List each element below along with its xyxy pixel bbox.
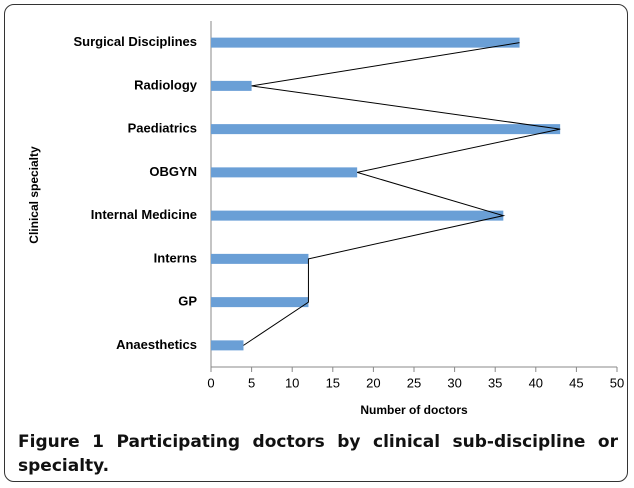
caption-text: Participating doctors by clinical sub-di… [18,432,619,476]
y-tick-label: Paediatrics [128,121,197,136]
y-tick-label: Anaesthetics [116,337,197,352]
x-axis-title: Number of doctors [360,403,468,417]
y-tick-label: GP [178,294,197,309]
connector-line [243,42,561,346]
y-tick-label: Interns [154,250,197,265]
bar [211,210,504,221]
x-tick-label: 50 [610,375,624,390]
caption: Figure 1 Participating doctors by clinic… [18,430,618,478]
chart: Clinical specialty Number of doctors 0 5 1… [27,21,624,417]
x-tick-label: 5 [248,375,255,390]
x-tick-label: 0 [207,375,214,390]
bar [211,37,520,48]
bar [211,297,309,308]
x-tick-label: 40 [529,375,543,390]
bar [211,167,358,178]
y-tick-label: Internal Medicine [91,207,197,222]
x-tick-label: 45 [569,375,583,390]
y-tick-label: Surgical Disciplines [73,34,197,49]
frame [4,4,628,482]
y-tick-label: Radiology [134,77,198,92]
x-tick-label: 15 [326,375,340,390]
caption-label: Figure 1 [18,432,104,452]
x-tick-label: 35 [488,375,502,390]
bar [211,340,244,351]
bar [211,253,309,264]
y-axis-title: Clinical specialty [27,146,41,244]
x-tick-label: 20 [366,375,380,390]
bar [211,124,561,135]
x-tick-label: 30 [447,375,461,390]
x-tick-label: 25 [407,375,421,390]
x-tick-label: 10 [285,375,299,390]
bar [211,80,252,91]
y-tick-label: OBGYN [149,164,197,179]
